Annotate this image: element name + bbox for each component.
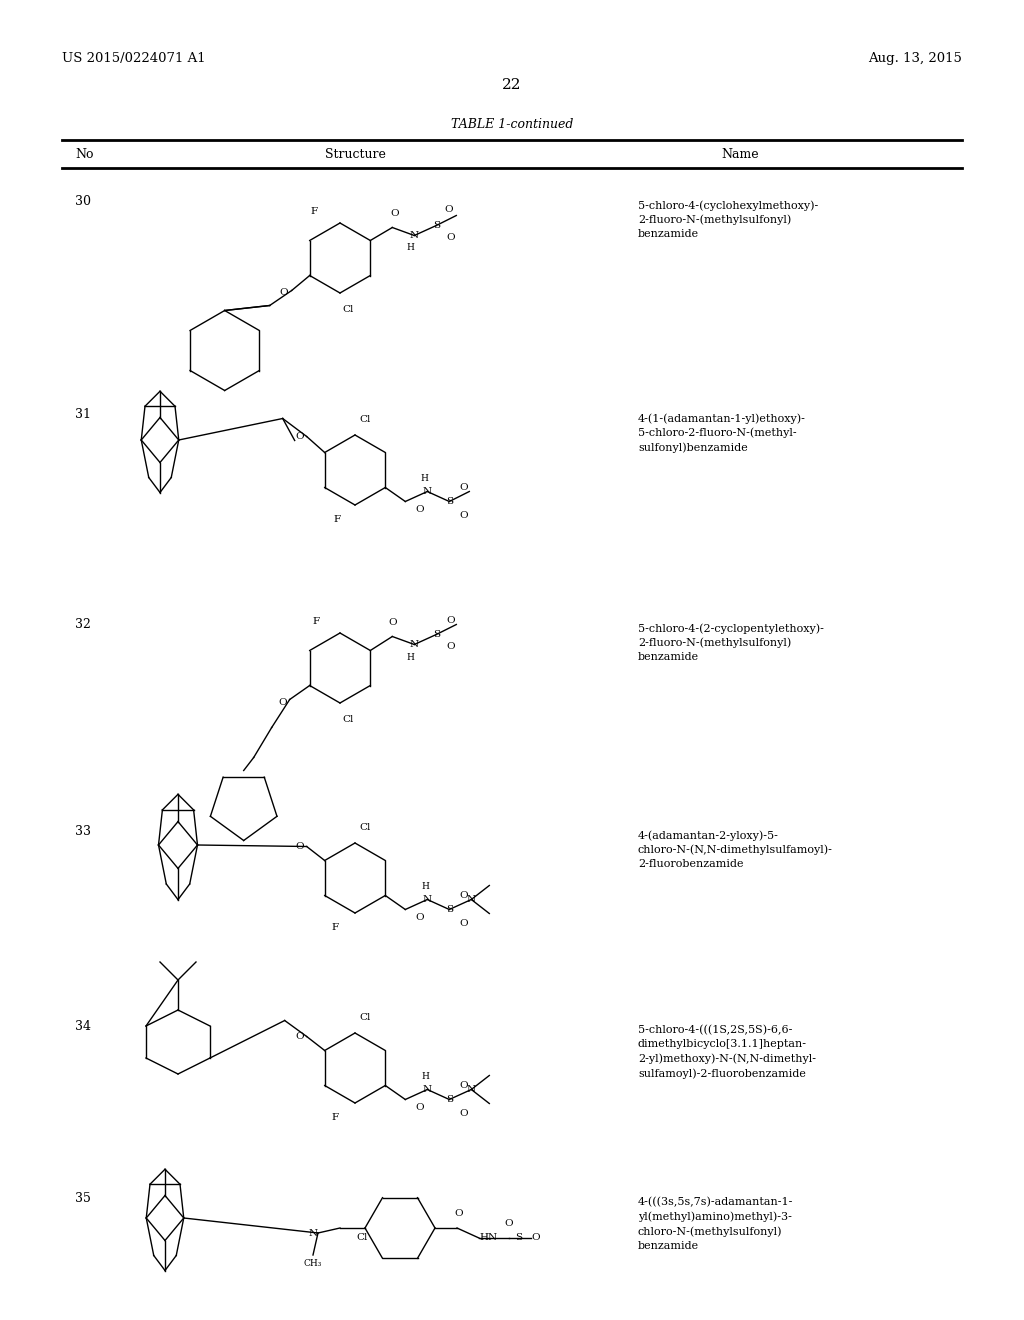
Text: S: S	[433, 220, 440, 230]
Text: HN: HN	[479, 1233, 497, 1242]
Text: O: O	[295, 842, 304, 851]
Text: Cl: Cl	[359, 416, 371, 425]
Text: 32: 32	[75, 618, 91, 631]
Text: F: F	[334, 516, 341, 524]
Text: O: O	[280, 288, 288, 297]
Text: Aug. 13, 2015: Aug. 13, 2015	[868, 51, 962, 65]
Text: O: O	[459, 1109, 468, 1118]
Text: O: O	[505, 1220, 513, 1229]
Text: 5-chloro-4-(((1S,2S,5S)-6,6-
dimethylbicyclo[3.1.1]heptan-
2-yl)methoxy)-N-(N,N-: 5-chloro-4-(((1S,2S,5S)-6,6- dimethylbic…	[638, 1026, 816, 1078]
Text: S: S	[445, 906, 453, 913]
Text: O: O	[459, 919, 468, 928]
Text: O: O	[444, 205, 453, 214]
Text: 30: 30	[75, 195, 91, 209]
Text: O: O	[455, 1209, 463, 1218]
Text: N: N	[467, 1085, 476, 1094]
Text: 5-chloro-4-(cyclohexylmethoxy)-
2-fluoro-N-(methylsulfonyl)
benzamide: 5-chloro-4-(cyclohexylmethoxy)- 2-fluoro…	[638, 201, 818, 239]
Text: 34: 34	[75, 1020, 91, 1034]
Text: 22: 22	[502, 78, 522, 92]
Text: N: N	[423, 487, 432, 496]
Text: O: O	[415, 506, 424, 513]
Text: H: H	[421, 882, 429, 891]
Text: H: H	[421, 1072, 429, 1081]
Text: N: N	[423, 1085, 432, 1094]
Text: O: O	[415, 913, 424, 921]
Text: F: F	[312, 618, 319, 627]
Text: O: O	[390, 209, 398, 218]
Text: Cl: Cl	[359, 1014, 371, 1023]
Text: US 2015/0224071 A1: US 2015/0224071 A1	[62, 51, 206, 65]
Text: Name: Name	[721, 148, 759, 161]
Text: 4-(((3s,5s,7s)-adamantan-1-
yl(methyl)amino)methyl)-3-
chloro-N-(methylsulfonyl): 4-(((3s,5s,7s)-adamantan-1- yl(methyl)am…	[638, 1197, 794, 1251]
Text: O: O	[388, 618, 396, 627]
Text: F: F	[332, 924, 339, 932]
Text: Cl: Cl	[342, 715, 353, 725]
Text: 4-(1-(adamantan-1-yl)ethoxy)-
5-chloro-2-fluoro-N-(methyl-
sulfonyl)benzamide: 4-(1-(adamantan-1-yl)ethoxy)- 5-chloro-2…	[638, 413, 806, 453]
Text: O: O	[459, 891, 468, 900]
Text: O: O	[459, 511, 468, 520]
Text: H: H	[421, 474, 428, 483]
Text: N: N	[309, 1229, 318, 1238]
Text: S: S	[445, 498, 453, 506]
Text: 5-chloro-4-(2-cyclopentylethoxy)-
2-fluoro-N-(methylsulfonyl)
benzamide: 5-chloro-4-(2-cyclopentylethoxy)- 2-fluo…	[638, 623, 824, 663]
Text: 33: 33	[75, 825, 91, 838]
Text: O: O	[415, 1104, 424, 1111]
Text: 35: 35	[75, 1192, 91, 1205]
Text: O: O	[459, 1081, 468, 1090]
Text: TABLE 1-continued: TABLE 1-continued	[451, 117, 573, 131]
Text: F: F	[310, 207, 317, 216]
Text: F: F	[332, 1114, 339, 1122]
Text: 4-(adamantan-2-yloxy)-5-
chloro-N-(N,N-dimethylsulfamoyl)-
2-fluorobenzamide: 4-(adamantan-2-yloxy)-5- chloro-N-(N,N-d…	[638, 830, 833, 870]
Text: N: N	[423, 895, 432, 904]
Text: O: O	[279, 698, 287, 708]
Text: O: O	[446, 234, 455, 242]
Text: 31: 31	[75, 408, 91, 421]
Text: H: H	[407, 653, 415, 663]
Text: N: N	[410, 640, 419, 649]
Text: N: N	[410, 231, 419, 240]
Text: O: O	[459, 483, 468, 492]
Text: S: S	[515, 1233, 522, 1242]
Text: Cl: Cl	[356, 1233, 368, 1242]
Text: O: O	[295, 432, 304, 441]
Text: O: O	[446, 616, 455, 624]
Text: N: N	[467, 895, 476, 904]
Text: No: No	[75, 148, 93, 161]
Text: O: O	[531, 1233, 540, 1242]
Text: H: H	[407, 243, 415, 252]
Text: O: O	[446, 642, 455, 651]
Text: Cl: Cl	[342, 305, 353, 314]
Text: S: S	[433, 630, 440, 639]
Text: Structure: Structure	[325, 148, 385, 161]
Text: O: O	[295, 1032, 304, 1041]
Text: CH₃: CH₃	[304, 1258, 323, 1267]
Text: Cl: Cl	[359, 824, 371, 833]
Text: S: S	[445, 1096, 453, 1104]
